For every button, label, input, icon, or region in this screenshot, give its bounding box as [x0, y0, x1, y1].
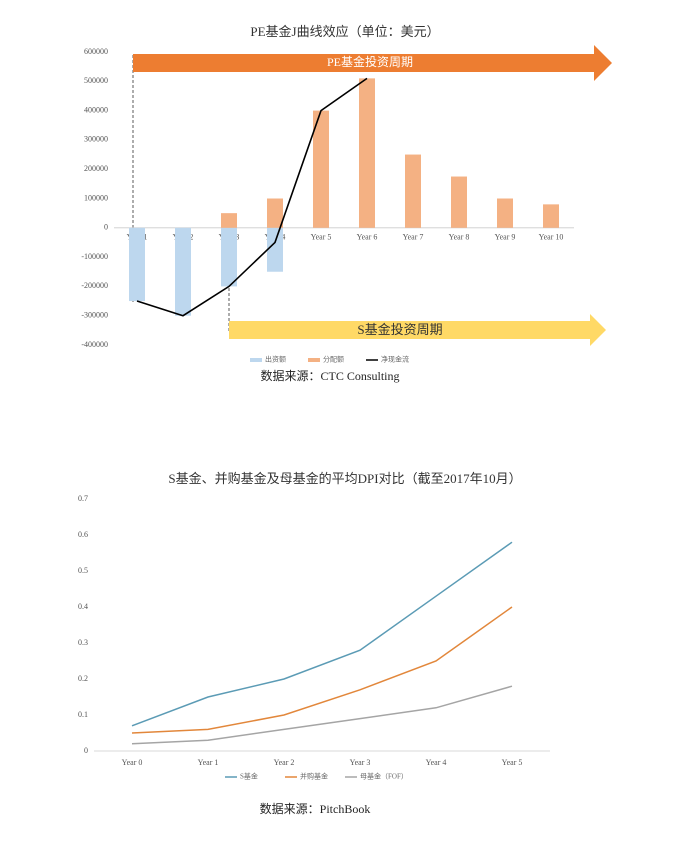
bar	[221, 227, 237, 287]
y-tick-label: 300000	[84, 135, 108, 144]
x-tick-label: Year 8	[449, 233, 470, 242]
bar	[267, 227, 283, 272]
bar	[313, 110, 329, 228]
x-tick-label: Year 0	[122, 758, 143, 767]
x-tick-label: Year 10	[539, 233, 564, 242]
chart-title: PE基金J曲线效应（单位：美元）	[250, 24, 439, 39]
y-tick-label: 400000	[84, 105, 108, 114]
bar	[129, 227, 145, 302]
x-tick-label: Year 9	[495, 233, 516, 242]
bar	[359, 78, 375, 228]
bar	[221, 213, 237, 228]
legend-label: 净现金流	[381, 355, 409, 364]
bar	[451, 176, 467, 228]
legend-label: 母基金（FOF）	[360, 772, 408, 781]
line	[131, 606, 513, 734]
s-arrow	[229, 314, 606, 346]
y-tick-label: -100000	[81, 252, 108, 261]
legend-label: 分配额	[323, 355, 344, 364]
bar	[405, 154, 421, 228]
x-tick-label: Year 1	[198, 758, 219, 767]
pe-arrow-label: PE基金投资周期	[327, 54, 413, 69]
y-tick-label: 0	[84, 746, 88, 755]
legend-swatch	[250, 358, 262, 362]
legend-label: S基金	[240, 772, 258, 781]
x-tick-label: Year 4	[426, 758, 447, 767]
bar	[267, 198, 283, 228]
legend-label: 并购基金	[300, 772, 328, 781]
x-tick-label: Year 2	[274, 758, 295, 767]
y-tick-label: 0	[104, 223, 108, 232]
y-tick-label: 0.4	[78, 602, 88, 611]
source-note: 数据来源：PitchBook	[260, 801, 371, 816]
s-arrow-label: S基金投资周期	[357, 322, 442, 337]
y-tick-label: 0.1	[78, 710, 88, 719]
pe-arrow	[133, 45, 612, 81]
y-tick-label: 100000	[84, 193, 108, 202]
y-tick-label: 200000	[84, 164, 108, 173]
y-tick-label: -400000	[81, 340, 108, 349]
legend-swatch	[308, 358, 320, 362]
line	[136, 77, 368, 317]
line	[131, 685, 513, 745]
y-tick-label: -200000	[81, 281, 108, 290]
x-tick-label: Year 6	[357, 233, 378, 242]
x-tick-label: Year 7	[403, 233, 424, 242]
bar	[175, 227, 191, 316]
y-tick-label: 0.5	[78, 566, 88, 575]
bar	[497, 198, 513, 228]
x-tick-label: Year 5	[311, 233, 332, 242]
y-tick-label: 600000	[84, 47, 108, 56]
source-note: 数据来源：CTC Consulting	[260, 368, 399, 383]
bar	[543, 204, 559, 228]
x-tick-label: Year 5	[502, 758, 523, 767]
y-tick-label: -300000	[81, 311, 108, 320]
y-tick-label: 0.3	[78, 638, 88, 647]
legend-label: 出资额	[265, 355, 286, 364]
y-tick-label: 0.6	[78, 530, 88, 539]
x-tick-label: Year 3	[350, 758, 371, 767]
chart-title: S基金、并购基金及母基金的平均DPI对比（截至2017年10月）	[168, 471, 521, 486]
y-tick-label: 0.7	[78, 494, 88, 503]
y-tick-label: 0.2	[78, 674, 88, 683]
line	[131, 541, 513, 727]
y-tick-label: 500000	[84, 76, 108, 85]
